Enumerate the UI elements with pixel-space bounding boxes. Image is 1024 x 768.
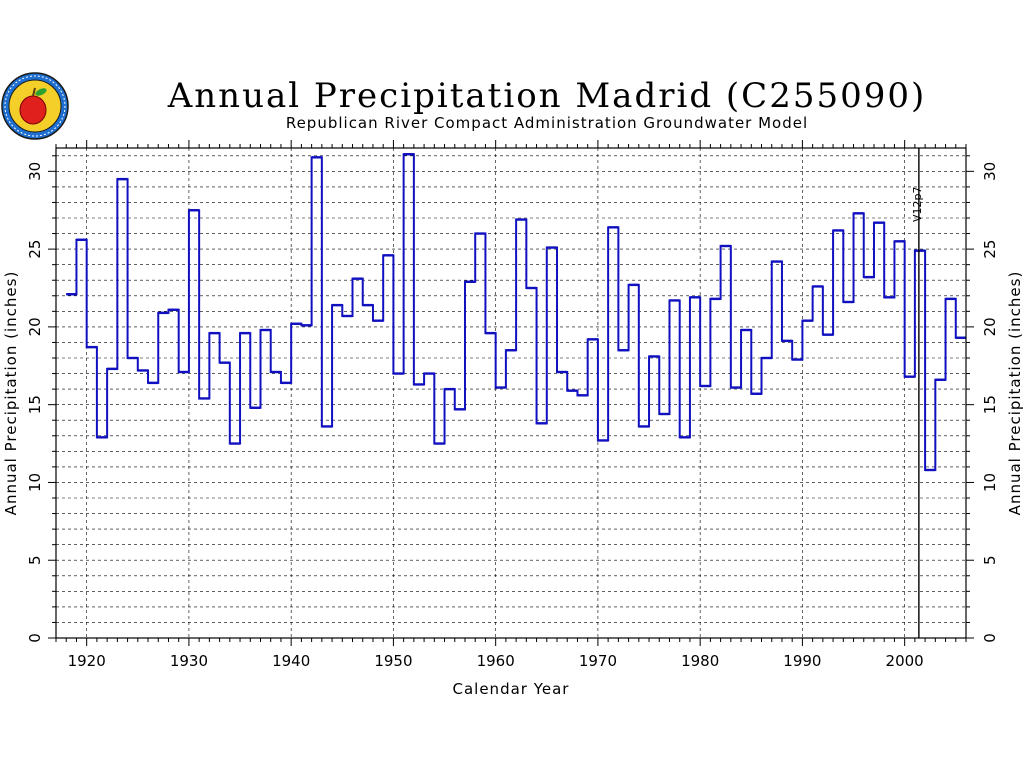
- annotation-label: V12p7: [911, 186, 924, 222]
- chart-title: Annual Precipitation Madrid (C255090): [167, 76, 927, 116]
- y-tick-label-left: 10: [26, 473, 44, 492]
- y-tick-label-left: 30: [26, 162, 44, 181]
- axis-ticks: 1920 1930 1940 1950 1960 1970 1980 1990 2000 0 0 5 5…: [26, 140, 999, 670]
- x-tick-label: 1960: [477, 652, 515, 670]
- y-tick-label-right: 15: [981, 395, 999, 414]
- y-tick-label-right: 20: [981, 317, 999, 336]
- x-tick-label: 1940: [272, 652, 310, 670]
- y-tick-label-left: 25: [26, 240, 44, 259]
- rrca-logo: [1, 72, 69, 140]
- x-tick-label: 1930: [170, 652, 208, 670]
- chart-subtitle: Republican River Compact Administration …: [286, 114, 808, 132]
- y-tick-label-left: 15: [26, 395, 44, 414]
- annotation-group: V12p7: [911, 148, 924, 638]
- x-axis-label: Calendar Year: [453, 680, 570, 698]
- x-tick-label: 1990: [783, 652, 821, 670]
- y-tick-label-right: 30: [981, 162, 999, 181]
- y-tick-label-left: 20: [26, 317, 44, 336]
- x-tick-label: 1950: [374, 652, 412, 670]
- y-tick-label-left: 5: [26, 555, 44, 565]
- plot-frame: [55, 147, 967, 639]
- y-axis-label-left: Annual Precipitation (inches): [2, 271, 20, 516]
- series-group: [66, 153, 966, 472]
- y-tick-label-right: 25: [981, 240, 999, 259]
- y-tick-label-right: 5: [981, 555, 999, 565]
- grid-lines: [56, 148, 966, 638]
- x-tick-label: 1980: [681, 652, 719, 670]
- x-tick-label: 1920: [68, 652, 106, 670]
- y-tick-label-right: 10: [981, 473, 999, 492]
- y-tick-label-right: 0: [981, 633, 999, 643]
- x-tick-label: 2000: [886, 652, 924, 670]
- precipitation-series-line: [66, 153, 966, 471]
- y-tick-label-left: 0: [26, 633, 44, 643]
- y-axis-label-right: Annual Precipitation (inches): [1006, 271, 1024, 516]
- x-tick-label: 1970: [579, 652, 617, 670]
